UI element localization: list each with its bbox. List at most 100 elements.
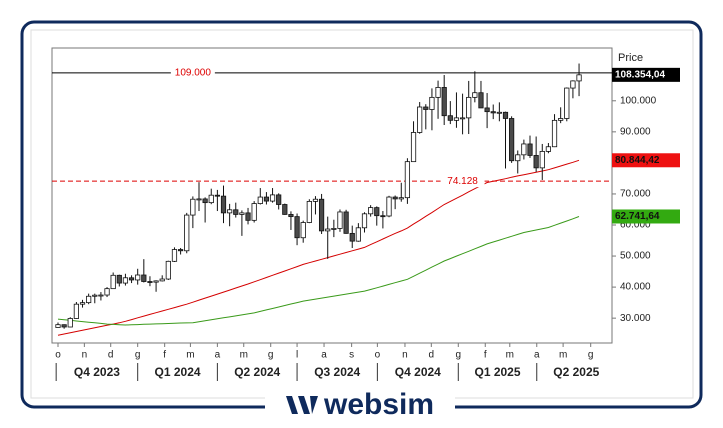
candle-body [128,277,135,281]
chart: 30.00040.00050.00060.00070.00080.00090.0… [52,63,680,381]
candle-body [282,204,288,215]
candle-body [116,274,122,284]
candle-body [490,111,496,114]
candle-body [276,194,282,205]
candle-body [453,117,460,121]
y-tick-label: 50.000 [620,251,651,262]
candle-body [349,232,355,242]
y-axis-title: Price [618,52,643,64]
x-tick-label: a [321,350,327,361]
value-box [612,153,680,168]
logo-bg [265,392,455,426]
level-label-bg [440,175,485,188]
quarter-label: Q1 2024 [155,365,201,379]
candle-body [208,194,214,204]
candle-body [104,288,110,296]
candle-body [527,143,533,156]
x-tick-label: m [186,350,194,361]
value-box-label: 80.844,42 [615,155,660,166]
candle-body [564,87,570,119]
value-box [612,67,680,82]
x-tick-label: m [506,350,514,361]
x-tick-label: l [296,350,298,361]
moving-average-line [57,216,580,326]
candle-body [325,228,331,232]
candle-body [435,87,441,98]
candle-body [153,280,159,283]
quarter-label: Q4 2024 [395,365,441,379]
candle-body [257,196,263,204]
candle-body [318,198,325,232]
quarter-label: Q2 2025 [553,365,599,379]
candle-body [410,132,417,163]
candle-body [374,207,380,217]
candle-body [86,295,92,304]
x-tick-label: n [82,350,88,361]
x-tick-label: m [240,350,248,361]
y-tick-label: 60.000 [620,220,651,231]
candle-body [515,154,521,162]
candle-body [306,200,312,223]
candle-body [165,260,171,280]
candle-body [398,197,404,200]
candle-body [447,115,453,121]
candle-body [251,203,257,221]
candle-body [386,196,392,217]
y-tick-label: 30.000 [620,313,651,324]
candle-body [441,87,447,117]
candle-body [496,111,502,114]
candle-body [502,111,509,119]
brand: websim [323,388,434,421]
candle-body [147,281,153,283]
candle-body [171,249,178,262]
candle-body [239,212,245,215]
candle-body [73,303,79,319]
candle-body [539,151,545,169]
quarter-label: Q1 2025 [474,365,520,379]
candle-body [79,302,86,305]
y-tick-label: 90.000 [620,126,651,137]
x-tick-label: a [534,350,540,361]
candle-body [177,249,184,252]
candle-body [459,117,466,120]
y-tick-label: 100.000 [620,95,657,106]
x-tick-label: f [484,350,487,361]
candle-body [300,222,306,239]
x-tick-label: o [375,350,381,361]
candle-body [551,119,558,148]
candle-body [429,96,435,110]
candle-body [190,198,196,216]
candle-body [61,324,67,328]
x-tick-label: m [559,350,567,361]
candle-body [294,216,300,239]
candle-body [220,195,227,214]
candle-body [361,213,368,229]
candle-body [233,209,239,215]
logo-icon [286,396,318,414]
level-label: 109.000 [175,67,212,78]
candle-body [110,274,116,290]
quarter-label: Q2 2024 [234,365,280,379]
x-tick-label: f [163,350,166,361]
candle-body [576,74,582,82]
candle-body [380,215,386,218]
x-tick-label: g [588,350,594,361]
candle-body [312,198,319,202]
level-label-bg [170,66,215,79]
candle-body [202,198,208,204]
candle-body [472,92,478,98]
candle-body [404,161,411,199]
value-box-label: 62.741,64 [615,211,660,222]
x-tick-label: d [429,350,435,361]
candle-body [269,194,276,202]
x-tick-label: a [215,350,221,361]
candle-body [92,294,98,297]
x-tick-label: d [108,350,114,361]
quarter-label: Q4 2023 [74,365,120,379]
candle-body [159,278,165,282]
x-tick-label: n [402,350,408,361]
candle-body [196,198,202,201]
candle-body [466,96,472,119]
